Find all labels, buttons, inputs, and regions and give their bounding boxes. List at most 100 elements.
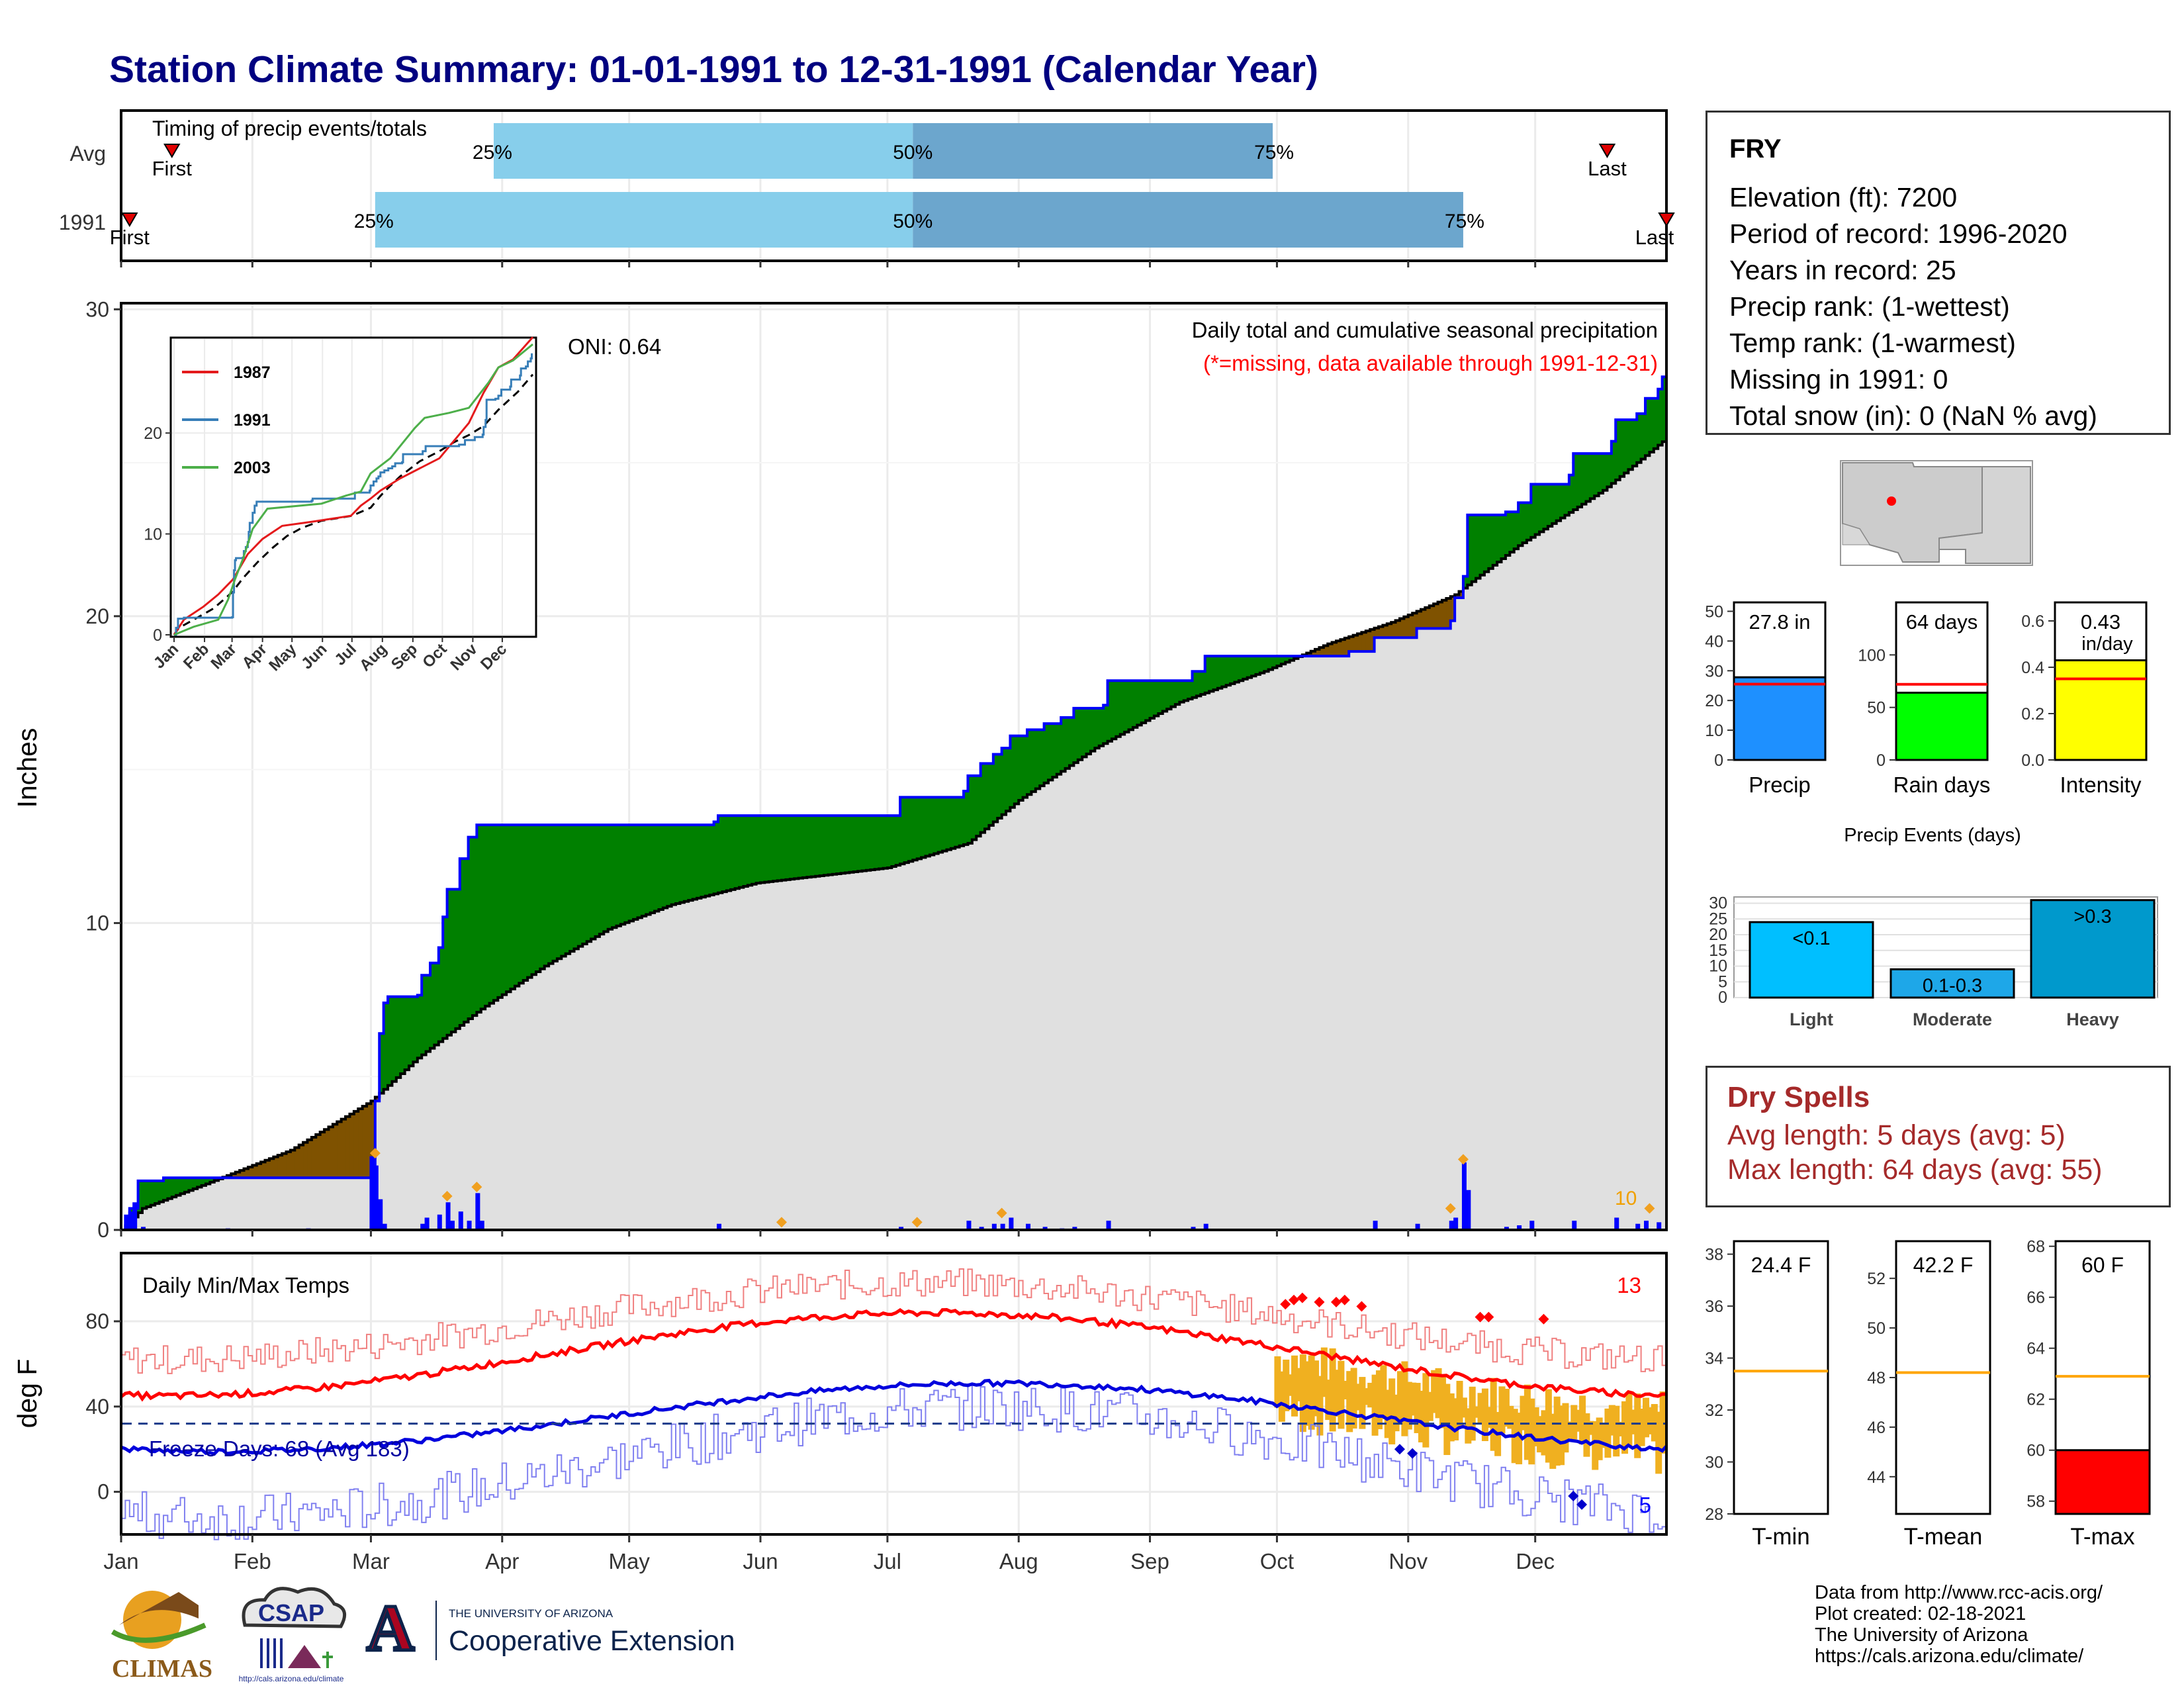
precip-departure-fill (256, 1163, 261, 1178)
precip-departure-fill (837, 816, 842, 874)
timing-last-marker (1658, 212, 1675, 227)
precip-departure-fill (1607, 453, 1612, 487)
precip-departure-fill (731, 816, 736, 890)
tempbar-value-label: 42.2 F (1913, 1253, 1974, 1277)
precip-departure-fill (252, 1165, 257, 1178)
precip-departure-fill (1662, 377, 1667, 442)
precip-departure-fill (353, 1111, 359, 1178)
temp-summary-bars: 24.4 F T-min 28 30 32 34 36 38 42.2 F T-mean 44 46 4… (1705, 1238, 2151, 1550)
daily-precip-bar (1644, 1221, 1649, 1230)
record-high-marker (1538, 1313, 1549, 1325)
precip-departure-fill (1552, 484, 1557, 524)
precip-departure-fill (1238, 656, 1244, 681)
month-label: May (608, 1549, 650, 1573)
daily-precip-bar (124, 1214, 129, 1230)
precip-departure-fill (620, 825, 625, 925)
observed-temp-bar (1405, 1382, 1412, 1430)
precip-frame (120, 302, 1668, 1231)
precip-departure-fill (1624, 420, 1629, 473)
precip-departure-fill (1001, 748, 1007, 815)
precip-departure-fill (1505, 512, 1510, 556)
precip-departure-fill (1632, 420, 1637, 467)
precip-departure-fill (1412, 613, 1418, 638)
climas-logo: CLIMAS (111, 1591, 212, 1683)
precip-departure-fill (866, 816, 871, 870)
precip-departure-fill (756, 816, 761, 884)
precip-departure-fill (502, 825, 507, 995)
summary-ytick-label: 0.2 (2021, 705, 2044, 724)
precip-departure-fill (413, 996, 418, 1062)
inset-frame (169, 336, 537, 638)
precip-departure-fill (544, 825, 549, 966)
daily-precip-bar (369, 1156, 375, 1230)
precip-departure-fill (1531, 484, 1536, 538)
tempbar-ytick-label: 30 (1705, 1454, 1723, 1472)
precip-departure-fill (1425, 607, 1430, 629)
precip-departure-fill (1480, 514, 1485, 575)
observed-temp-bar (1334, 1370, 1341, 1417)
precip-departure-fill (1285, 656, 1291, 663)
precip-departure-fill (1653, 398, 1659, 449)
precip-departure-fill (171, 1178, 177, 1197)
precip-departure-fill (451, 889, 456, 1032)
precip-departure-fill (1044, 724, 1049, 783)
events-category-label: Heavy (2066, 1009, 2119, 1029)
daily-precip-bar (1415, 1223, 1420, 1230)
precip-departure-fill (295, 1147, 300, 1178)
precip-departure-fill (138, 1180, 143, 1213)
observed-temp-bar (1375, 1370, 1383, 1430)
temp-ytick-label: 40 (85, 1395, 109, 1419)
cold-days-count: 5 (1639, 1493, 1651, 1517)
observed-temp-bar (1553, 1396, 1561, 1466)
precip-departure-fill (422, 975, 427, 1055)
precip-departure-fill (570, 825, 575, 952)
precip-departure-fill (379, 1033, 385, 1094)
precip-departure-fill (1374, 628, 1379, 638)
precip-departure-fill (1023, 735, 1028, 798)
timing-q75-label: 75% (1445, 211, 1484, 232)
precip-departure-fill (955, 797, 960, 847)
precip-departure-fill (1209, 656, 1214, 692)
csap-url: http://cals.arizona.edu/climate (239, 1674, 344, 1683)
precip-departure-fill (726, 816, 731, 891)
precip-departure-fill (1408, 614, 1413, 638)
precip-departure-fill (184, 1178, 189, 1192)
precip-departure-fill (938, 797, 943, 853)
freeze-days-label: Freeze Days: 68 (Avg 183) (149, 1436, 410, 1461)
observed-temp-bar (1562, 1403, 1569, 1453)
precip-departure-fill (1014, 735, 1019, 804)
precip-departure-fill (1611, 441, 1616, 484)
tempbar-label: T-min (1752, 1524, 1810, 1550)
observed-temp-bar (1426, 1391, 1433, 1421)
precip-departure-fill (743, 816, 749, 887)
precip-departure-fill (1399, 618, 1404, 638)
precip-departure-fill (1132, 680, 1138, 727)
month-label: Apr (485, 1549, 519, 1573)
timing-q25-label: 25% (354, 211, 394, 232)
precip-departure-fill (1027, 729, 1032, 795)
precip-departure-fill (713, 821, 719, 894)
precip-departure-fill (671, 825, 676, 905)
precip-departure-fill (705, 825, 710, 896)
precip-departure-fill (853, 816, 858, 872)
inset-ytick-label: 10 (144, 526, 162, 544)
month-axis: Jan Feb Mar Apr May Jun Jul Aug Sep Oct Nov Dec (103, 261, 1555, 1573)
precip-departure-fill (1306, 653, 1312, 657)
daily-precip-bar (128, 1211, 133, 1230)
precip-departure-fill (1547, 484, 1553, 527)
observed-temp-bar (1316, 1376, 1324, 1436)
observed-temp-bar (1528, 1398, 1535, 1465)
precip-departure-fill (1378, 626, 1383, 638)
precip-departure-fill (371, 1101, 376, 1176)
precip-departure-fill (489, 825, 494, 1004)
csap-mountain-icon (288, 1645, 321, 1668)
precip-departure-fill (1010, 735, 1015, 808)
ua-small-text: THE UNIVERSITY OF ARIZONA (449, 1607, 614, 1620)
precip-departure-fill (858, 816, 863, 872)
tempbar-ytick-label: 66 (2026, 1289, 2045, 1307)
precip-departure-fill (1420, 609, 1426, 629)
observed-temp-bar (1447, 1393, 1455, 1442)
observed-temp-bar (1431, 1370, 1438, 1413)
precip-departure-fill (1031, 729, 1036, 792)
